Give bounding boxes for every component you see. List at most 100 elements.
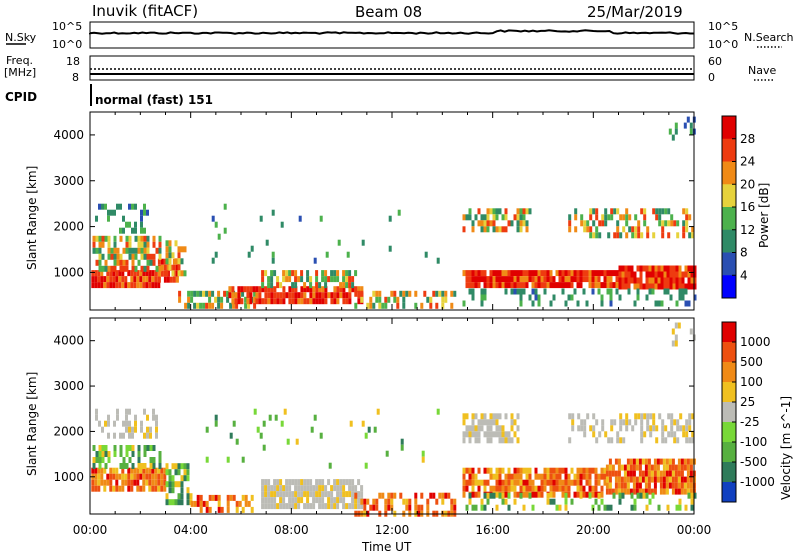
data-cell xyxy=(643,413,647,420)
colorbar-tick-label: -25 xyxy=(740,415,760,429)
data-cell xyxy=(594,282,598,289)
data-cell xyxy=(142,276,146,283)
data-cell xyxy=(675,277,679,284)
data-cell xyxy=(294,286,298,293)
data-cell xyxy=(309,485,313,492)
data-cell xyxy=(630,265,634,272)
data-cell xyxy=(605,464,609,471)
data-cell xyxy=(653,488,657,495)
data-cell xyxy=(273,503,277,510)
data-cell xyxy=(115,473,119,480)
data-cell xyxy=(685,425,689,432)
data-cell xyxy=(267,479,271,486)
data-cell xyxy=(498,425,502,432)
data-cell xyxy=(671,482,675,489)
data-cell xyxy=(109,276,113,283)
data-cell xyxy=(489,282,493,289)
data-cell xyxy=(528,479,532,486)
data-cell xyxy=(693,283,697,290)
data-cell xyxy=(662,458,666,465)
data-cell xyxy=(336,286,340,293)
data-cell xyxy=(516,473,520,480)
data-cell xyxy=(288,479,292,486)
data-cell xyxy=(360,491,364,498)
data-cell xyxy=(608,470,612,477)
data-cell xyxy=(501,479,505,486)
data-cell xyxy=(646,226,650,233)
data-cell xyxy=(624,283,628,290)
data-cell xyxy=(113,253,117,260)
data-cell xyxy=(137,235,141,242)
data-cell xyxy=(567,276,571,283)
data-cell xyxy=(510,282,514,289)
data-cell xyxy=(624,271,628,278)
data-cell xyxy=(640,413,644,420)
data-cell xyxy=(495,479,499,486)
data-cell xyxy=(155,265,159,272)
power-colorbar-label: Power [dB] xyxy=(757,183,771,248)
data-cell xyxy=(288,503,292,510)
data-cell xyxy=(504,276,508,283)
data-cell xyxy=(634,232,638,239)
data-cell xyxy=(217,302,221,309)
data-cell xyxy=(656,458,660,465)
data-cell xyxy=(243,286,247,293)
data-cell xyxy=(119,463,123,469)
data-cell xyxy=(109,467,113,474)
data-cell xyxy=(134,420,137,427)
data-cell xyxy=(98,265,102,272)
data-cell xyxy=(91,479,95,486)
data-cell xyxy=(519,294,523,301)
data-cell xyxy=(119,432,122,439)
data-cell xyxy=(217,506,221,513)
data-cell xyxy=(567,485,571,492)
data-cell xyxy=(414,504,418,511)
data-cell xyxy=(414,290,418,297)
data-cell xyxy=(477,419,481,426)
data-cell xyxy=(507,270,511,277)
x-tick-label: 04:00 xyxy=(173,523,208,537)
data-cell xyxy=(318,497,322,504)
data-cell xyxy=(253,408,257,415)
data-cell xyxy=(682,232,686,239)
data-cell xyxy=(397,209,401,216)
data-cell xyxy=(678,283,682,290)
data-cell xyxy=(600,467,604,474)
data-cell xyxy=(385,450,389,457)
data-cell xyxy=(324,298,328,305)
data-cell xyxy=(174,481,178,488)
data-cell xyxy=(436,408,440,415)
data-cell xyxy=(345,298,349,305)
data-cell xyxy=(600,300,604,307)
data-cell xyxy=(145,473,149,480)
data-cell xyxy=(614,488,618,495)
data-cell xyxy=(629,464,633,471)
data-cell xyxy=(486,208,490,215)
data-cell xyxy=(98,445,102,451)
data-cell xyxy=(582,491,586,498)
data-cell xyxy=(474,479,478,486)
data-cell xyxy=(333,485,337,492)
data-cell xyxy=(649,413,653,420)
data-cell xyxy=(211,494,215,501)
data-cell xyxy=(677,476,681,483)
data-cell xyxy=(154,282,158,289)
data-cell xyxy=(186,487,190,494)
freq-unit: [MHz] xyxy=(4,66,36,79)
colorbar-tick-label: -1000 xyxy=(740,475,775,489)
data-cell xyxy=(676,425,680,432)
data-cell xyxy=(489,425,493,432)
velocity-colorbar-label: Velocity [m s^-1] xyxy=(779,396,793,500)
data-cell xyxy=(674,322,678,329)
data-cell xyxy=(613,232,617,239)
data-cell xyxy=(552,276,556,283)
data-cell xyxy=(288,497,292,504)
x-tick-label: 00:00 xyxy=(73,523,108,537)
data-cell xyxy=(608,464,612,471)
data-cell xyxy=(390,498,394,505)
data-cell xyxy=(690,277,694,284)
data-cell xyxy=(579,276,583,283)
data-cell xyxy=(513,276,517,283)
data-cell xyxy=(462,413,466,420)
data-cell xyxy=(261,503,265,510)
